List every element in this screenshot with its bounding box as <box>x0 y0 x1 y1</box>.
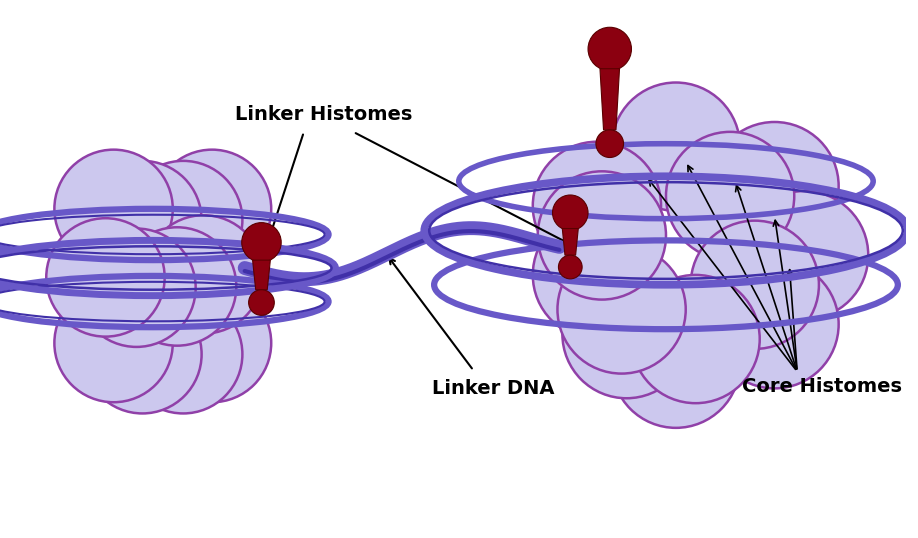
Circle shape <box>740 191 868 320</box>
Polygon shape <box>600 69 620 130</box>
Polygon shape <box>252 260 270 290</box>
Circle shape <box>711 260 839 388</box>
Circle shape <box>532 141 661 270</box>
Circle shape <box>538 171 666 300</box>
Circle shape <box>46 218 164 337</box>
Circle shape <box>632 275 760 403</box>
Circle shape <box>563 270 690 398</box>
Circle shape <box>84 161 202 279</box>
Circle shape <box>124 295 242 413</box>
Polygon shape <box>563 229 578 255</box>
Circle shape <box>588 27 632 70</box>
Circle shape <box>558 255 582 279</box>
Circle shape <box>666 132 794 260</box>
Circle shape <box>77 229 196 347</box>
Circle shape <box>711 122 839 250</box>
Circle shape <box>84 295 202 413</box>
Circle shape <box>152 150 271 268</box>
Circle shape <box>54 150 173 268</box>
Circle shape <box>553 195 588 230</box>
Text: Linker DNA: Linker DNA <box>432 379 554 398</box>
Circle shape <box>152 284 271 402</box>
Circle shape <box>690 221 819 349</box>
Circle shape <box>611 300 740 428</box>
Circle shape <box>557 245 686 373</box>
Circle shape <box>611 82 740 211</box>
Circle shape <box>124 161 242 279</box>
Circle shape <box>118 227 236 346</box>
Circle shape <box>596 130 623 158</box>
Text: Core Histomes: Core Histomes <box>742 377 901 396</box>
Circle shape <box>144 215 263 334</box>
Circle shape <box>241 223 281 262</box>
Circle shape <box>249 290 274 315</box>
Text: Linker Histomes: Linker Histomes <box>235 104 412 124</box>
Circle shape <box>532 211 661 339</box>
Circle shape <box>54 284 173 402</box>
